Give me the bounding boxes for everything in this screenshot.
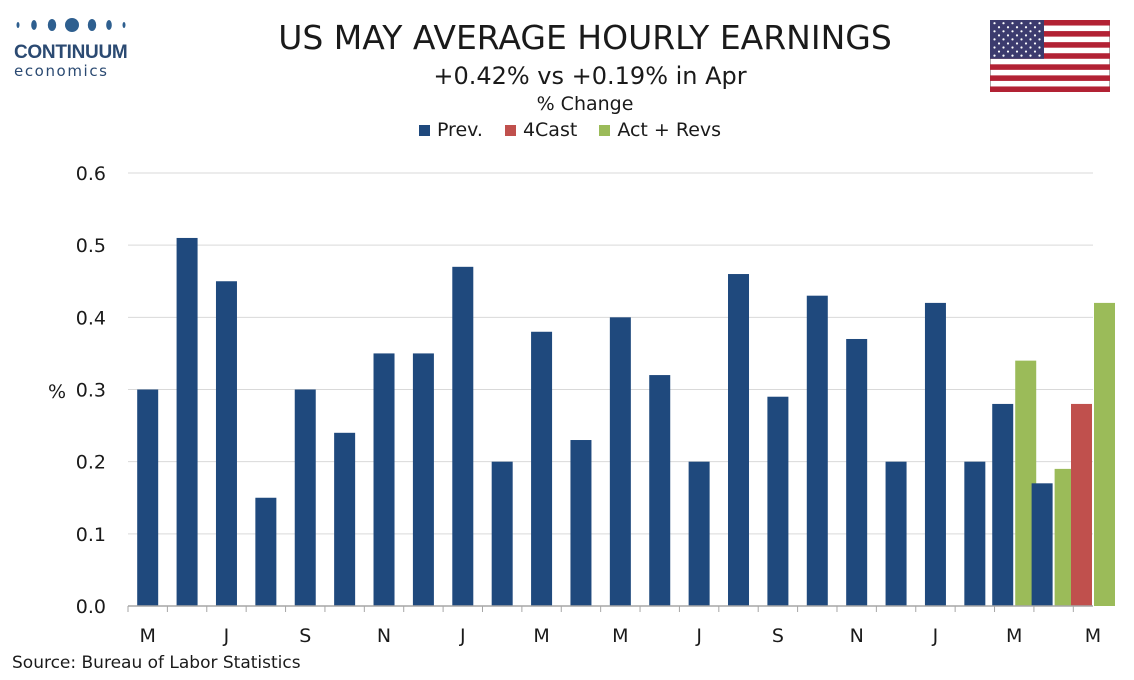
logo-name: CONTINUUM <box>14 42 128 63</box>
x-tick-label: J <box>459 625 466 647</box>
legend-label-4cast: 4Cast <box>522 119 578 141</box>
axes: % 0.0 0.1 0.2 0.3 0.4 0.5 0.6 M J S N J M M J S N J M M <box>48 163 1101 647</box>
continuum-logo: CONTINUUM economics <box>14 14 134 80</box>
x-tick-label: M <box>533 625 549 647</box>
chart-title: US MAY AVERAGE HOURLY EARNINGS <box>278 18 892 57</box>
x-tick-label: J <box>695 625 702 647</box>
y-tick-label: 0.2 <box>76 452 106 474</box>
x-tick-label: M <box>612 625 628 647</box>
bar-prev <box>992 403 1014 606</box>
bar-prev <box>846 338 868 606</box>
x-tick-label: M <box>1006 625 1022 647</box>
bar-prev <box>531 331 553 606</box>
bar-prev <box>570 440 592 606</box>
bar-prev <box>412 353 434 606</box>
legend-item-act: Act + Revs <box>599 119 721 141</box>
bar-prev <box>688 461 710 606</box>
bar-prev <box>215 281 237 606</box>
x-tick-label: J <box>932 625 939 647</box>
y-tick-label: 0.5 <box>76 235 106 257</box>
bar-prev <box>806 295 828 606</box>
x-tick-label: S <box>772 625 784 647</box>
y-tick-label: 0.6 <box>76 163 106 185</box>
y-tick-label: 0.0 <box>76 596 106 618</box>
bar-prev <box>649 375 671 606</box>
bar-4cast <box>1071 403 1092 606</box>
x-tick-label: M <box>1085 625 1101 647</box>
legend-swatch-prev <box>418 124 430 136</box>
bar-act-revs <box>1054 468 1076 606</box>
x-tick-label: J <box>223 625 230 647</box>
logo-sub: economics <box>14 62 109 80</box>
bar-prev <box>885 461 907 606</box>
source-note: Source: Bureau of Labor Statistics <box>12 653 301 673</box>
logo-dots-icon <box>16 18 126 32</box>
x-tick-label: N <box>377 625 391 647</box>
bar-prev <box>728 274 750 606</box>
legend: Prev. 4Cast Act + Revs <box>0 119 1134 141</box>
chart-unit: % Change <box>536 93 634 115</box>
y-tick-label: 0.1 <box>76 524 106 546</box>
us-flag-icon <box>990 20 1110 92</box>
bar-prev <box>137 389 159 606</box>
x-tick-label: M <box>139 625 155 647</box>
bar-prev <box>491 461 513 606</box>
y-tick-label: 0.4 <box>76 307 106 329</box>
x-tick-label: N <box>850 625 864 647</box>
legend-label-act: Act + Revs <box>617 119 722 141</box>
x-tick-label: S <box>299 625 311 647</box>
legend-label-prev: Prev. <box>436 119 483 141</box>
bar-act-revs <box>1094 302 1115 606</box>
bar-prev <box>452 266 474 606</box>
legend-item-4cast: 4Cast <box>504 119 578 141</box>
bar-prev <box>255 497 277 606</box>
legend-item-prev: Prev. <box>418 119 483 141</box>
bar-act-revs <box>1015 360 1037 606</box>
bar-prev <box>176 237 198 606</box>
bar-prev <box>964 461 986 606</box>
bar-prev <box>609 317 631 606</box>
y-tick-label: 0.3 <box>76 380 106 402</box>
bar-prev <box>373 353 395 606</box>
bar-prev <box>334 432 356 606</box>
y-axis-label: % <box>48 381 66 403</box>
legend-swatch-4cast <box>504 124 516 136</box>
chart-subtitle: +0.42% vs +0.19% in Apr <box>433 62 747 90</box>
bars <box>137 237 1115 606</box>
bar-prev <box>1031 483 1053 606</box>
bar-prev <box>767 396 789 606</box>
legend-swatch-act <box>599 124 611 136</box>
bar-prev <box>294 389 316 606</box>
bar-prev <box>924 302 946 606</box>
